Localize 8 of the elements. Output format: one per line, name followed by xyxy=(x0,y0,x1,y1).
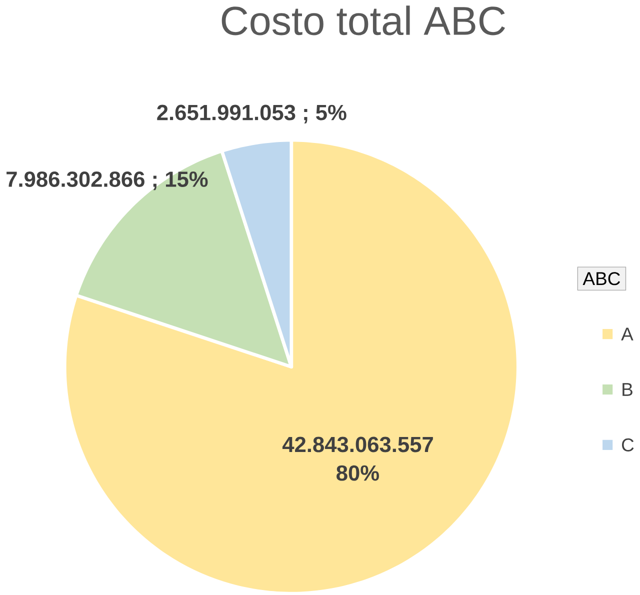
legend-title: ABC xyxy=(582,272,620,286)
chart-title: Costo total ABC xyxy=(222,5,505,36)
data-label: 7.986.302.866 ; 15% xyxy=(6,171,208,190)
data-label: 2.651.991.053 ; 5% xyxy=(157,104,346,124)
legend-label: B xyxy=(622,383,632,396)
legend-label: C xyxy=(622,438,634,452)
data-label: 42.843.063.557 80% xyxy=(282,436,433,481)
legend-label: A xyxy=(621,328,634,340)
